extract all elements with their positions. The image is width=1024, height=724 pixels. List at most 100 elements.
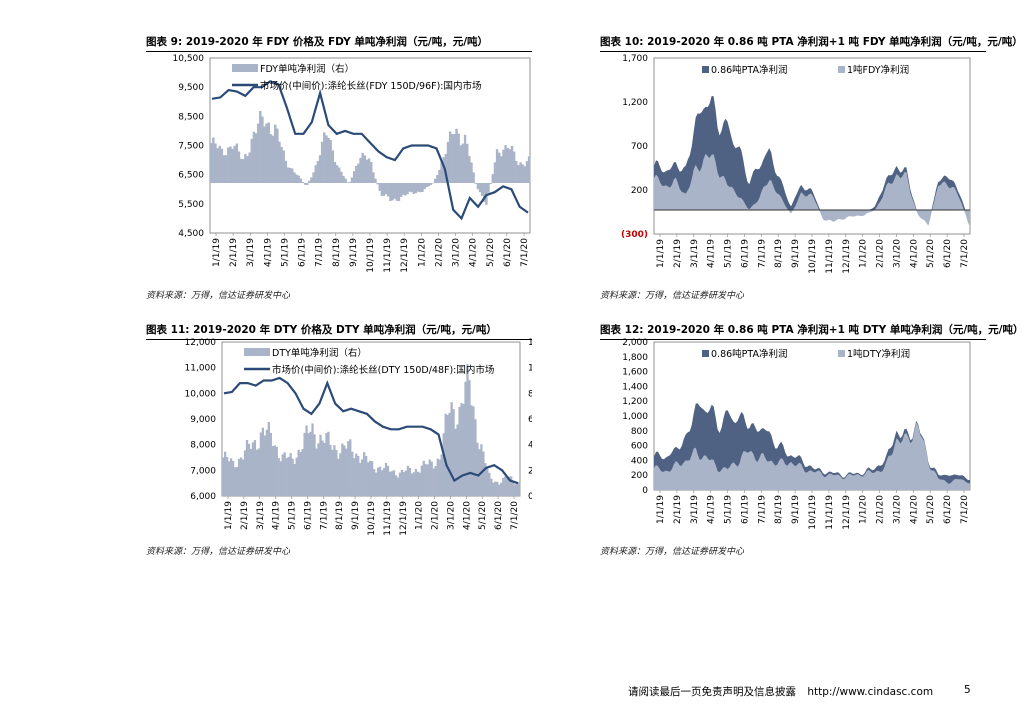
profit-area-bar: [325, 135, 328, 183]
profit-area-bar: [231, 460, 235, 496]
right-axis-tick-label: 1000: [528, 364, 532, 374]
profit-area-bar: [346, 182, 349, 183]
x-tick-label: 6/1/20: [503, 238, 513, 267]
profit-area-bar: [214, 143, 217, 183]
price-line: [223, 376, 519, 485]
x-tick-label: 2/1/19: [229, 238, 239, 267]
x-tick-label: 6/1/19: [740, 239, 750, 268]
profit-area-bar: [257, 448, 261, 496]
profit-area-bar: [229, 458, 233, 496]
area-fiber-profit: [654, 153, 970, 228]
chart-title: 图表 12: 2019-2020 年 0.86 吨 PTA 净利润+1 吨 DT…: [600, 322, 1024, 340]
profit-area-bar: [273, 445, 276, 496]
y-axis-tick-label: 1,400: [622, 382, 648, 392]
profit-area-bar: [456, 424, 459, 496]
profit-area-bar: [329, 444, 332, 496]
profit-area-bar: [410, 473, 414, 496]
profit-area-bar: [291, 458, 294, 496]
profit-area-bar: [419, 183, 422, 193]
profit-area-bar: [269, 432, 272, 496]
profit-area-bar: [397, 183, 401, 202]
left-axis-tick-label: 6,500: [178, 171, 204, 181]
profit-area-bar: [256, 123, 260, 183]
profit-area-bar: [297, 175, 300, 183]
right-axis-tick-label: 200: [528, 466, 532, 476]
profit-area-bar: [527, 156, 531, 183]
profit-area-bar: [233, 145, 236, 183]
profit-area-bar: [444, 413, 447, 496]
site-link[interactable]: http://www.cindasc.com: [807, 686, 934, 698]
profit-area-bar: [416, 183, 420, 192]
profit-area-bar: [424, 464, 427, 496]
profit-area-bar: [323, 132, 326, 183]
x-tick-label: 3/1/19: [690, 239, 700, 268]
right-axis-tick-label: 1200: [528, 338, 532, 348]
profit-area-bar: [404, 470, 408, 496]
x-tick-label: 10/1/19: [808, 495, 818, 530]
profit-area-bar: [464, 381, 467, 496]
left-axis-tick-label: 5,500: [178, 200, 204, 210]
profit-area-bar: [474, 183, 477, 184]
profit-area-bar: [301, 182, 305, 183]
profit-area-bar: [280, 146, 283, 183]
profit-area-bar: [416, 471, 419, 496]
profit-area-bar: [248, 152, 251, 183]
profit-area-bar: [444, 153, 448, 183]
profit-area-bar: [412, 183, 416, 194]
profit-area-bar: [517, 165, 520, 183]
profit-area-bar: [468, 380, 471, 496]
profit-area-bar: [225, 457, 229, 496]
x-tick-label: 3/1/20: [892, 495, 902, 524]
profit-area-bar: [218, 145, 221, 183]
profit-area-bar: [430, 461, 433, 496]
x-tick-label: 3/1/20: [452, 238, 462, 267]
profit-area-bar: [235, 466, 239, 496]
profit-area-bar: [398, 472, 402, 496]
page-number: 5: [964, 684, 971, 696]
profit-area-bar: [277, 458, 280, 496]
profit-area-bar: [515, 161, 518, 183]
x-tick-label: 9/1/19: [349, 238, 359, 267]
x-tick-label: 4/1/19: [707, 495, 717, 524]
profit-area-bar: [293, 172, 296, 183]
x-tick-label: 4/1/20: [469, 238, 479, 267]
profit-area-bar: [422, 460, 425, 496]
profit-area-bar: [331, 449, 334, 496]
source-note: 资料来源：万得，信达证券研发中心: [600, 547, 745, 557]
profit-area-bar: [414, 183, 418, 194]
profit-area-bar: [518, 482, 521, 496]
profit-area-bar: [476, 183, 480, 190]
chart-title: 图表 9: 2019-2020 年 FDY 价格及 FDY 单吨净利润（元/吨，…: [146, 34, 532, 52]
y-axis-tick-label: 1,000: [622, 412, 648, 422]
profit-area-bar: [446, 414, 449, 496]
left-axis-tick-label: 9,500: [178, 83, 204, 93]
profit-area-bar: [278, 141, 281, 183]
y-axis-tick-label: 0: [642, 486, 648, 496]
profit-area-bar: [382, 183, 386, 196]
profit-area-bar: [309, 431, 312, 496]
profit-area-bar: [412, 472, 416, 496]
profit-area-bar: [457, 133, 460, 183]
profit-area-bar: [313, 434, 316, 496]
profit-area-bar: [478, 183, 482, 193]
profit-area-bar: [400, 469, 404, 496]
y-axis-tick-label: 600: [631, 442, 648, 452]
profit-area-bar: [429, 183, 433, 185]
left-axis-tick-label: 12,000: [185, 338, 217, 348]
profit-area-bar: [288, 167, 292, 183]
chart-fdy-price-profit: 10,5009,5008,5007,5006,5005,5004,5001000…: [173, 54, 531, 273]
x-tick-label: 7/1/20: [960, 495, 970, 524]
profit-area-bar: [461, 143, 465, 183]
chart-pta-fdy-profit: 1,700 1,200 700 200 (300) 0.86吨PTA净利润 1吨FDY净利润…: [621, 54, 971, 274]
profit-area-bar: [303, 183, 307, 185]
profit-area-bar: [345, 448, 348, 496]
profit-area-bar: [502, 149, 505, 183]
legend-label-profit: DTY单吨净利润（右）: [272, 347, 367, 359]
chart-panel-pta-dty-profit: 图表 12: 2019-2020 年 0.86 吨 PTA 净利润+1 吨 DT…: [600, 322, 1024, 602]
profit-area-bar: [353, 458, 356, 496]
profit-area-bar: [267, 122, 271, 183]
profit-area-bar: [480, 444, 483, 496]
profit-area-bar: [365, 456, 368, 496]
profit-area-bar: [263, 126, 266, 183]
profit-area-bar: [372, 469, 376, 496]
